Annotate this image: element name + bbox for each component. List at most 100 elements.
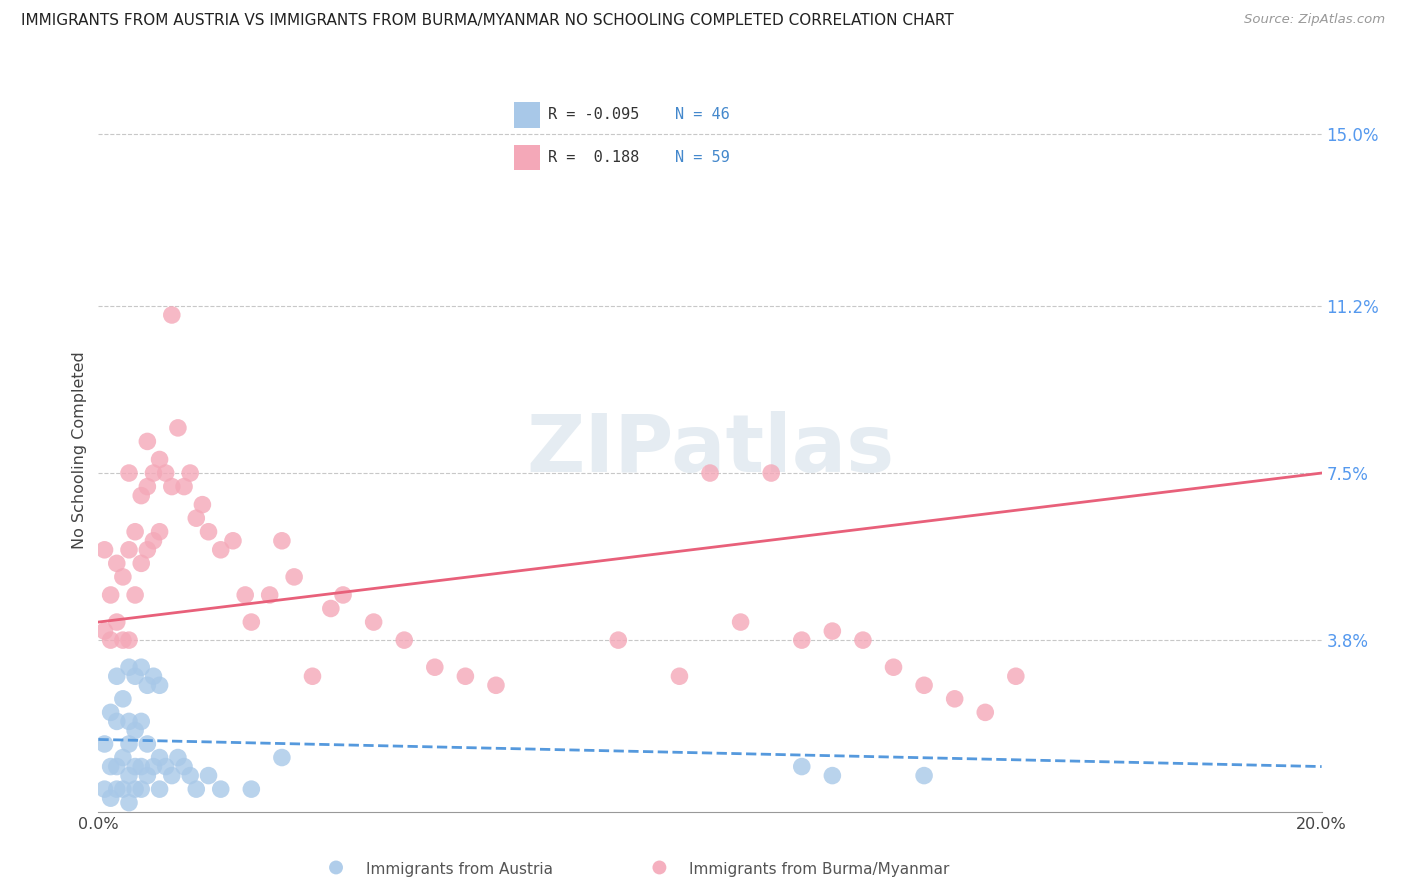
Point xyxy=(668,669,690,683)
Text: R =  0.188: R = 0.188 xyxy=(548,150,640,165)
Point xyxy=(149,750,172,764)
Point xyxy=(912,768,935,783)
Point xyxy=(173,480,195,494)
Point xyxy=(93,737,115,751)
Text: Source: ZipAtlas.com: Source: ZipAtlas.com xyxy=(1244,13,1385,27)
Point xyxy=(124,524,146,539)
Point xyxy=(454,669,477,683)
Point xyxy=(136,768,159,783)
Point xyxy=(197,524,219,539)
Point xyxy=(197,768,219,783)
Point xyxy=(240,615,263,629)
Point xyxy=(118,633,141,648)
Point xyxy=(111,750,134,764)
Point xyxy=(155,759,177,773)
Point xyxy=(105,669,128,683)
Point xyxy=(240,782,263,797)
Point xyxy=(209,542,232,557)
Point xyxy=(105,782,128,797)
Point xyxy=(912,678,935,692)
Text: IMMIGRANTS FROM AUSTRIA VS IMMIGRANTS FROM BURMA/MYANMAR NO SCHOOLING COMPLETED : IMMIGRANTS FROM AUSTRIA VS IMMIGRANTS FR… xyxy=(21,13,953,29)
Point xyxy=(111,633,134,648)
Point xyxy=(136,737,159,751)
Point xyxy=(423,660,446,674)
Point xyxy=(191,498,214,512)
Point xyxy=(136,480,159,494)
Point xyxy=(118,542,141,557)
Text: Immigrants from Austria: Immigrants from Austria xyxy=(366,863,553,877)
Point xyxy=(259,588,281,602)
Bar xyxy=(515,145,540,169)
Point xyxy=(124,723,146,738)
Point xyxy=(319,601,342,615)
Point xyxy=(179,466,201,480)
Point xyxy=(142,466,165,480)
Point xyxy=(821,624,844,638)
Point xyxy=(129,782,152,797)
Point xyxy=(186,782,208,797)
Point xyxy=(759,466,782,480)
Point xyxy=(485,678,508,692)
Point xyxy=(129,489,152,503)
Point xyxy=(160,768,183,783)
Point xyxy=(149,452,172,467)
Point xyxy=(883,660,905,674)
Point xyxy=(179,768,201,783)
Point xyxy=(105,714,128,729)
Point xyxy=(149,524,172,539)
Text: R = -0.095: R = -0.095 xyxy=(548,107,640,122)
Point xyxy=(129,557,152,571)
Point xyxy=(699,466,721,480)
Point xyxy=(186,511,208,525)
Point xyxy=(129,660,152,674)
Point xyxy=(118,466,141,480)
Point xyxy=(136,434,159,449)
Point xyxy=(270,533,292,548)
Point xyxy=(209,782,232,797)
Point xyxy=(325,860,347,874)
Point xyxy=(118,714,141,729)
Point xyxy=(136,678,159,692)
Point xyxy=(129,759,152,773)
Point xyxy=(852,633,875,648)
Point xyxy=(100,588,122,602)
Point xyxy=(111,782,134,797)
Point xyxy=(167,750,190,764)
Point xyxy=(222,533,245,548)
Point xyxy=(790,633,813,648)
Point xyxy=(93,542,115,557)
Point xyxy=(105,759,128,773)
Point xyxy=(93,624,115,638)
Point xyxy=(118,768,141,783)
Point xyxy=(105,557,128,571)
Point xyxy=(301,669,323,683)
Point xyxy=(974,706,997,720)
Point xyxy=(100,759,122,773)
Point xyxy=(648,860,671,874)
Point xyxy=(124,588,146,602)
Point xyxy=(118,660,141,674)
Point xyxy=(392,633,416,648)
Text: N = 59: N = 59 xyxy=(675,150,730,165)
Point xyxy=(607,633,630,648)
Point xyxy=(1004,669,1026,683)
Point xyxy=(142,759,165,773)
Point xyxy=(124,669,146,683)
Point xyxy=(149,782,172,797)
Point xyxy=(332,588,354,602)
Point xyxy=(118,737,141,751)
Point xyxy=(363,615,385,629)
Point xyxy=(100,791,122,805)
Point xyxy=(160,308,183,322)
Text: ZIPatlas: ZIPatlas xyxy=(526,411,894,490)
Point xyxy=(129,714,152,729)
Point xyxy=(730,615,752,629)
Point xyxy=(160,480,183,494)
Point xyxy=(943,691,966,706)
Point xyxy=(283,570,305,584)
Text: N = 46: N = 46 xyxy=(675,107,730,122)
Point xyxy=(93,782,115,797)
Point xyxy=(124,759,146,773)
Point xyxy=(155,466,177,480)
Point xyxy=(100,633,122,648)
